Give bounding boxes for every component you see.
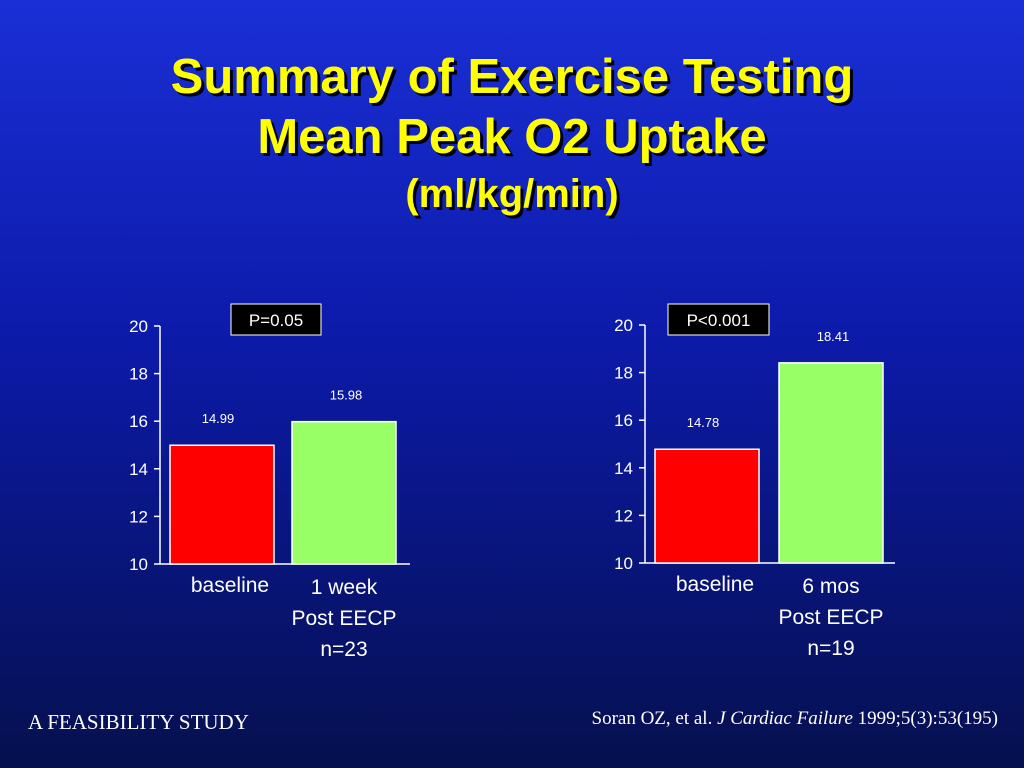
- category-label: n=23: [320, 638, 367, 661]
- category-label: n=19: [807, 637, 854, 660]
- y-tick-label: 16: [614, 411, 633, 430]
- y-tick-label: 10: [614, 554, 633, 573]
- category-label: baseline: [191, 574, 269, 597]
- y-tick-label: 14: [129, 460, 148, 479]
- bar-baseline: [169, 444, 275, 565]
- y-tick-label: 18: [129, 365, 148, 384]
- citation-authors: Soran OZ, et al.: [591, 708, 713, 729]
- citation-reference: 1999;5(3):53(195): [857, 708, 998, 729]
- bar-post-eecp: [778, 362, 884, 564]
- y-tick-label: 16: [129, 412, 148, 431]
- citation-journal: J Cardiac Failure: [717, 708, 853, 729]
- category-label: 1 week: [311, 576, 378, 599]
- y-tick-label: 18: [614, 364, 633, 383]
- y-tick-label: 20: [129, 317, 148, 336]
- y-tick-label: 12: [614, 506, 633, 525]
- y-tick-label: 20: [614, 316, 633, 335]
- study-label: A FEASIBILITY STUDY: [28, 710, 249, 734]
- y-tick-label: 14: [614, 459, 633, 478]
- pvalue-label: P=0.05: [249, 311, 303, 330]
- pvalue-label: P<0.001: [687, 311, 751, 330]
- title-units: (ml/kg/min): [405, 172, 619, 216]
- data-label: 14.99: [202, 411, 235, 426]
- citation: Soran OZ, et al. J Cardiac Failure 1999;…: [592, 708, 999, 730]
- category-label: baseline: [676, 573, 754, 596]
- title-line-2: Mean Peak O2 Uptake: [257, 110, 767, 164]
- pvalue-box: [230, 303, 322, 336]
- chart-2: 10 12 14 16 18 20 14.78 baseline 18.41 6 mos Post …: [614, 303, 895, 660]
- bar-baseline: [654, 448, 760, 564]
- y-tick-label: 10: [129, 555, 148, 574]
- category-label: 6 mos: [802, 575, 859, 598]
- pvalue-box: [667, 303, 770, 336]
- category-label: Post EECP: [778, 606, 883, 629]
- data-label: 14.78: [687, 415, 720, 430]
- title-line-1: Summary of Exercise Testing: [170, 50, 854, 104]
- y-tick-label: 12: [129, 507, 148, 526]
- category-label: Post EECP: [291, 607, 396, 630]
- bar-post-eecp: [291, 420, 397, 565]
- data-label: 15.98: [330, 388, 363, 403]
- chart-1: 10 12 14 16 18 20 14.99 baseline 15.98 1 week Post…: [129, 303, 410, 661]
- data-label: 18.41: [817, 329, 850, 344]
